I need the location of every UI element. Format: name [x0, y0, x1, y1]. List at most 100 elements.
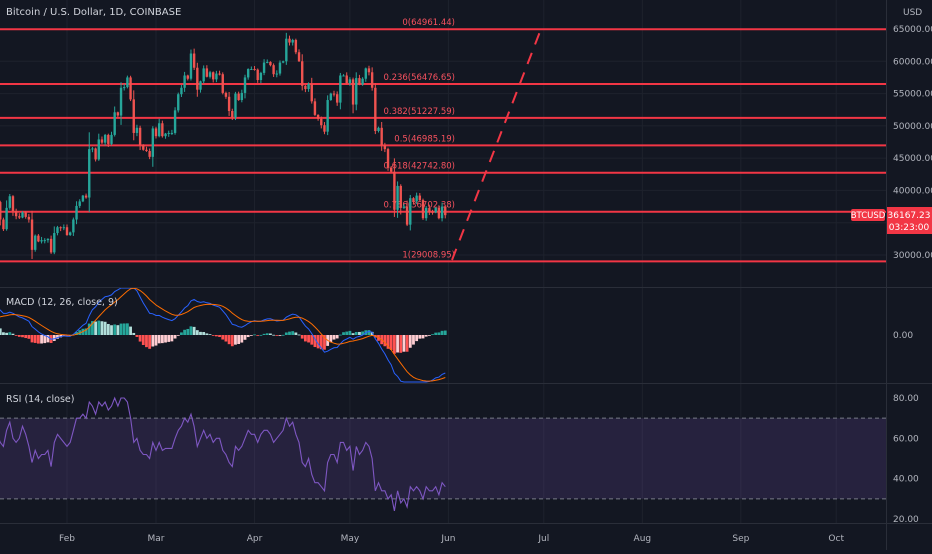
candle-body [113, 112, 116, 135]
macd-histogram-bar [284, 332, 288, 335]
candle-body [202, 68, 205, 82]
candle-body [27, 216, 31, 220]
candle-body [256, 69, 259, 81]
candle-body [307, 83, 310, 90]
candle-body [259, 72, 263, 81]
macd-histogram-bar [412, 335, 415, 345]
rsi-band [0, 418, 886, 499]
macd-histogram-bar [211, 335, 215, 336]
candle-body [56, 227, 59, 234]
macd-line [0, 287, 446, 383]
candle-body [266, 61, 269, 63]
candle-body [183, 75, 186, 88]
candle-body [418, 195, 422, 201]
macd-histogram-bar [24, 335, 28, 339]
fib-level-label: 0(64961.44) [402, 18, 455, 28]
macd-histogram-bar [310, 335, 314, 345]
price-tick-label: 65000.00 [893, 25, 932, 35]
bar-countdown: 03:23:00 [889, 223, 930, 233]
price-tick-label: 45000.00 [893, 154, 932, 164]
candle-body [374, 87, 377, 132]
candle-body [405, 206, 409, 225]
candle-body [383, 145, 387, 150]
time-tick-label: May [341, 534, 360, 544]
macd-histogram-bar [329, 335, 333, 343]
macd-histogram-bar [294, 332, 298, 335]
candle-body [421, 200, 425, 219]
candle-body [227, 96, 231, 112]
macd-title[interactable]: MACD (12, 26, close, 9) [6, 297, 118, 308]
candle-body [110, 134, 113, 144]
candle-body [224, 92, 228, 97]
macd-histogram-bar [110, 325, 113, 335]
candle-body [313, 101, 317, 115]
macd-histogram-bar [148, 335, 152, 349]
candle-body [297, 52, 301, 62]
candle-body [107, 134, 110, 144]
fibonacci-retracement[interactable]: 0(64961.44) 0.236(56476.65) 0.382(51227.59… [0, 18, 886, 263]
fib-level-label: 0.236(56476.65) [383, 73, 455, 83]
price-tick-label: 60000.00 [893, 57, 932, 67]
macd-histogram-bar [129, 326, 132, 335]
candle-body [123, 87, 126, 89]
time-tick-label: Sep [732, 534, 749, 544]
candle-body [364, 68, 367, 79]
candle-body [339, 75, 342, 103]
rsi-tick-label: 60.00 [893, 434, 919, 444]
macd-histogram-bar [227, 335, 231, 345]
time-axis[interactable]: Feb Mar Apr May Jun Jul Aug Sep Oct [59, 534, 844, 544]
macd-histogram-bar [132, 332, 136, 335]
candle-body [18, 216, 21, 218]
candle-body [148, 151, 151, 157]
macd-histogram-bar [176, 335, 180, 336]
candle-body [75, 205, 78, 220]
candle-body [415, 195, 418, 202]
candle-body [399, 185, 402, 208]
candle-body [132, 99, 135, 133]
macd-histogram-bar [259, 334, 263, 336]
candle-body [440, 206, 444, 219]
macd-histogram-bar [224, 335, 228, 342]
macd-histogram-bar [75, 332, 78, 335]
macd-histogram-bar [399, 335, 403, 353]
candle-body [59, 227, 62, 229]
symbol-title[interactable]: Bitcoin / U.S. Dollar, 1D, COINBASE [6, 7, 181, 18]
candle-body [62, 227, 66, 229]
macd-histogram-bar [202, 332, 206, 335]
candle-body [332, 93, 336, 95]
candle-body [345, 75, 348, 84]
candle-body [161, 123, 164, 137]
candle-body [288, 38, 291, 43]
rsi-axis: 80.00 60.00 40.00 20.00 [893, 394, 919, 525]
rsi-title[interactable]: RSI (14, close) [6, 394, 74, 405]
current-price-value: 36167.23 [888, 211, 931, 221]
macd-histogram-bar [415, 335, 419, 342]
candle-body [367, 68, 371, 73]
time-tick-label: Feb [59, 534, 75, 544]
candle-body [142, 145, 145, 150]
macd-histogram-bar [392, 335, 396, 354]
macd-histogram-bar [383, 335, 387, 347]
candle-body [84, 195, 88, 198]
macd-histogram-bar [335, 335, 339, 339]
macd-histogram-bar [437, 332, 441, 335]
macd-histogram-bar [269, 333, 272, 335]
candle-body [409, 198, 412, 225]
macd-histogram-bar [36, 335, 40, 344]
macd-histogram-bar [192, 326, 196, 335]
macd-histogram-bar [443, 330, 447, 335]
candle-body [186, 75, 189, 79]
macd-histogram-bar [291, 331, 295, 335]
macd-histogram-bar [319, 335, 323, 350]
macd-signal-line [0, 287, 446, 382]
candle-body [386, 149, 390, 168]
macd-histogram-bar [272, 334, 276, 336]
macd-histogram-bar [43, 335, 47, 344]
rsi-tick-label: 20.00 [893, 515, 919, 525]
candle-body [377, 127, 380, 132]
macd-histogram-bar [288, 331, 291, 335]
candle-body [129, 77, 132, 100]
macd-histogram-bar [189, 326, 193, 335]
